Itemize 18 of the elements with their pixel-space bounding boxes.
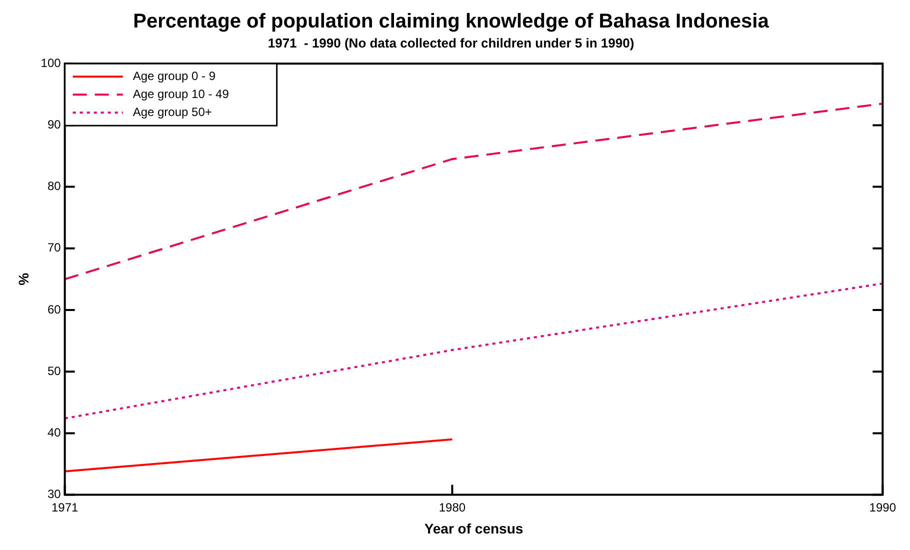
x-tick-label: 1971 [51, 500, 78, 514]
y-tick-label: 50 [47, 364, 62, 378]
y-tick-label: 80 [47, 179, 62, 194]
y-tick-label: 60 [47, 302, 62, 316]
chart-title: Percentage of population claiming knowledge of Bahasa Indonesia [133, 10, 770, 33]
y-tick-label: 100 [40, 56, 62, 70]
chart-subtitle: 1971 - 1990 (No data collected for children under 5 in 1990) [268, 35, 634, 50]
legend-label: Age group 50+ [132, 104, 212, 119]
legend-label: Age group 10 - 49 [132, 86, 230, 101]
y-tick-label: 70 [47, 240, 62, 255]
y-tick-label: 40 [47, 426, 62, 440]
legend-label: Age group 0 - 9 [132, 68, 216, 83]
x-axis-title: Year of census [424, 520, 524, 536]
x-tick-label: 1990 [869, 500, 896, 514]
x-tick-label: 1980 [438, 500, 466, 514]
y-tick-label: 90 [47, 118, 62, 132]
y-tick-label: 30 [47, 487, 62, 502]
y-axis-title: % [15, 272, 32, 286]
